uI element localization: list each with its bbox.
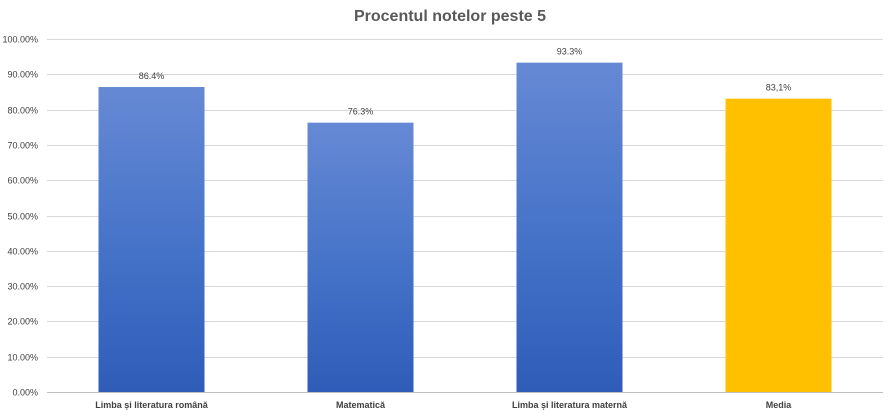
bar — [725, 98, 832, 393]
y-tick-label: 100.00% — [2, 35, 38, 45]
y-tick-label: 20.00% — [7, 317, 38, 327]
y-tick-label: 60.00% — [7, 176, 38, 186]
y-tick-label: 30.00% — [7, 282, 38, 292]
bar — [307, 122, 414, 392]
y-tick-label: 80.00% — [7, 106, 38, 116]
bar — [98, 87, 205, 393]
chart-title: Procentul notelor peste 5 — [354, 8, 546, 25]
bars — [98, 62, 832, 393]
y-tick-label: 50.00% — [7, 212, 38, 222]
data-label: 83,1% — [766, 83, 792, 93]
data-labels: 86.4% 76.3% 93.3% 83,1% — [139, 47, 792, 117]
category-label: Limba și literatura română — [95, 400, 209, 410]
data-label: 86.4% — [139, 71, 165, 81]
y-tick-label: 40.00% — [7, 247, 38, 257]
y-tick-label: 90.00% — [7, 70, 38, 80]
category-label: Limba și literatura maternă — [512, 400, 628, 410]
bar — [516, 62, 623, 392]
category-label: Matematică — [336, 400, 386, 410]
y-tick-label: 10.00% — [7, 353, 38, 363]
y-axis-tick-labels: 0.00% 10.00% 20.00% 30.00% 40.00% 50.00% 60.00… — [2, 35, 38, 398]
category-label: Media — [766, 400, 793, 410]
y-tick-label: 0.00% — [12, 388, 38, 398]
data-label: 93.3% — [557, 47, 583, 57]
x-axis-category-labels: Limba și literatura română Matematică Limb… — [95, 400, 792, 410]
y-tick-label: 70.00% — [7, 141, 38, 151]
data-label: 76.3% — [348, 107, 374, 117]
